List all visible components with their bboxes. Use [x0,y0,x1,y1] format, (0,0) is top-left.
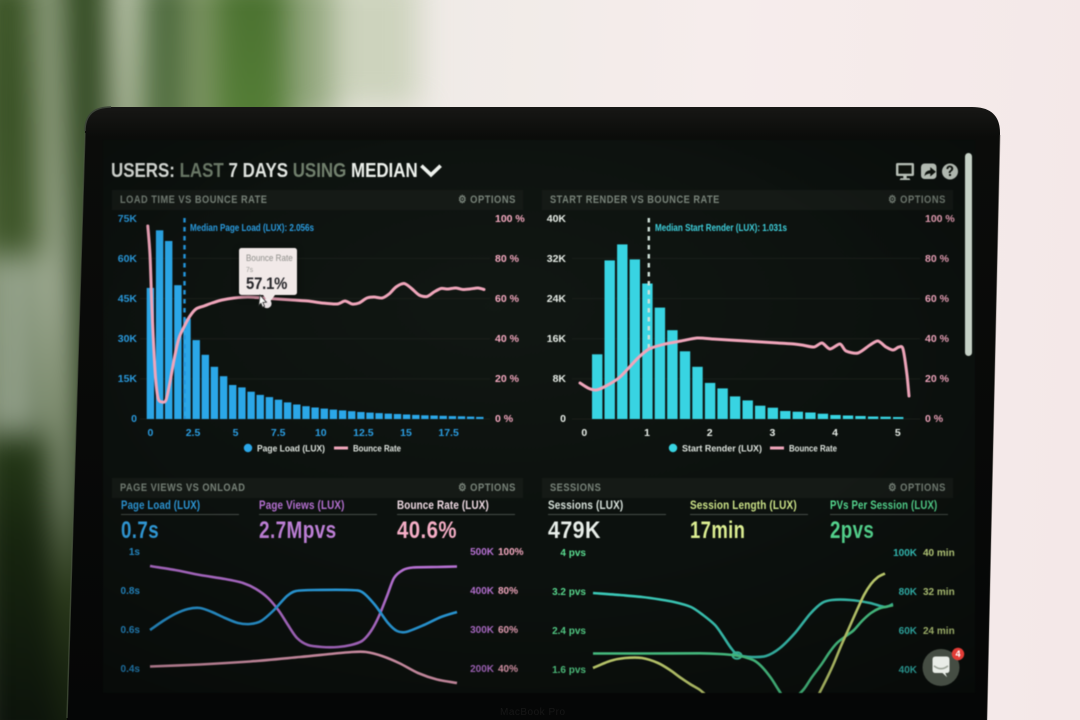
svg-text:5: 5 [895,427,901,439]
svg-text:75K: 75K [118,213,138,225]
svg-text:5: 5 [233,427,239,439]
svg-text:45K: 45K [118,293,138,305]
svg-text:40K: 40K [899,665,918,676]
svg-text:40 %: 40 % [495,333,520,345]
svg-text:80%: 80% [498,586,518,597]
svg-text:17.5: 17.5 [438,427,459,439]
svg-text:10: 10 [315,427,327,439]
svg-text:100 %: 100 % [495,213,525,225]
svg-text:Page Load (LUX): Page Load (LUX) [257,444,325,455]
svg-text:80K: 80K [899,587,918,598]
svg-text:100 %: 100 % [925,213,955,225]
svg-text:3.2 pvs: 3.2 pvs [552,587,586,598]
svg-text:7.5: 7.5 [271,427,286,439]
svg-text:30K: 30K [118,333,138,345]
svg-text:15K: 15K [118,373,138,385]
svg-text:80 %: 80 % [495,253,520,265]
svg-text:0.6s: 0.6s [121,625,141,636]
svg-text:Median Start Render (LUX): 1.0: Median Start Render (LUX): 1.031s [655,222,787,234]
svg-text:80 %: 80 % [925,253,950,265]
svg-text:Bounce Rate: Bounce Rate [353,444,401,455]
svg-text:40K: 40K [547,213,567,225]
svg-text:1: 1 [644,427,650,439]
svg-text:40 %: 40 % [925,333,950,345]
svg-text:60K: 60K [899,626,918,637]
svg-text:2: 2 [707,427,713,439]
svg-text:60%: 60% [498,625,518,636]
svg-text:Start Render (LUX): Start Render (LUX) [682,444,762,455]
svg-text:Bounce Rate: Bounce Rate [789,444,837,455]
svg-text:0.8s: 0.8s [121,586,141,597]
svg-text:0: 0 [131,413,137,425]
svg-text:1s: 1s [129,547,141,558]
svg-text:100K: 100K [893,548,918,559]
svg-text:200K: 200K [470,664,495,675]
svg-text:40%: 40% [498,664,518,675]
svg-text:0.4s: 0.4s [121,664,141,675]
svg-text:Median Page Load (LUX): 2.056s: Median Page Load (LUX): 2.056s [190,222,314,234]
svg-text:32K: 32K [547,253,567,265]
svg-text:60K: 60K [118,253,138,265]
svg-text:300K: 300K [470,625,495,636]
svg-text:500K: 500K [470,547,495,558]
svg-text:4: 4 [955,649,960,659]
svg-text:1.6 pvs: 1.6 pvs [552,665,586,676]
svg-text:8K: 8K [553,373,567,385]
svg-text:0 %: 0 % [925,413,944,425]
svg-text:15: 15 [400,427,412,439]
svg-text:20 %: 20 % [925,373,950,385]
svg-text:60 %: 60 % [495,293,520,305]
svg-text:2.5: 2.5 [186,427,201,439]
svg-text:0: 0 [147,427,153,439]
svg-text:0: 0 [560,413,566,425]
svg-text:60 %: 60 % [925,293,950,305]
svg-text:4 pvs: 4 pvs [560,548,586,559]
svg-text:100%: 100% [498,547,524,558]
svg-text:24 min: 24 min [923,626,955,637]
svg-text:24K: 24K [547,293,567,305]
svg-text:0: 0 [581,427,587,439]
svg-text:20 %: 20 % [495,373,520,385]
svg-text:40 min: 40 min [923,548,955,559]
svg-text:32 min: 32 min [923,587,955,598]
svg-text:12.5: 12.5 [353,427,374,439]
svg-text:400K: 400K [470,586,495,597]
svg-text:2.4 pvs: 2.4 pvs [552,626,586,637]
svg-text:0 %: 0 % [495,413,514,425]
svg-text:4: 4 [832,427,838,439]
svg-text:3: 3 [769,427,775,439]
svg-text:16K: 16K [547,333,567,345]
